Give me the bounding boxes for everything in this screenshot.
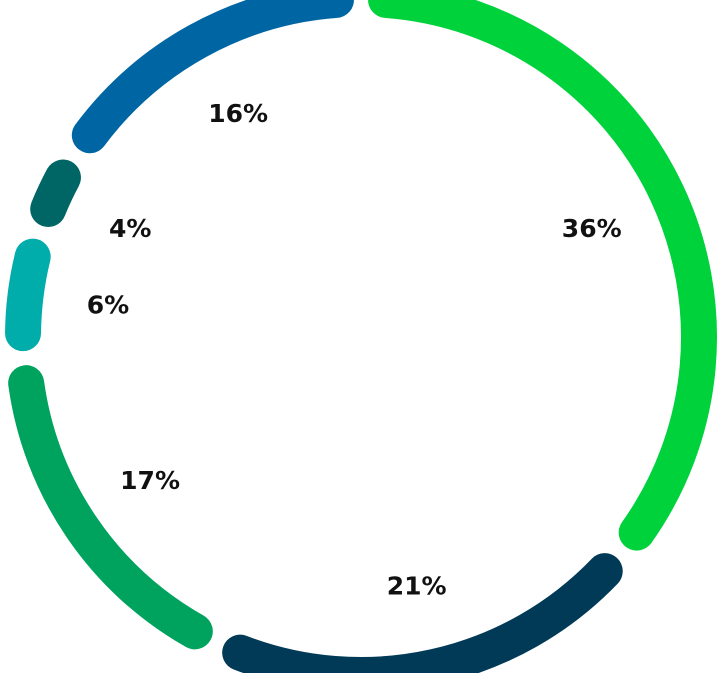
data-label-21-percent: 21% [387, 571, 447, 600]
chart-data-labels: 36% 21% 17% 6% 4% 16% [87, 99, 622, 600]
slice-36-percent [368, 0, 717, 551]
data-label-36-percent: 36% [562, 214, 622, 243]
data-label-16-percent: 16% [208, 99, 268, 128]
slice-17-percent [8, 365, 213, 650]
data-label-17-percent: 17% [120, 466, 180, 495]
chart-slices [5, 0, 717, 673]
slice-21-percent [222, 553, 623, 673]
slice-4-percent [30, 159, 81, 228]
data-label-6-percent: 6% [87, 291, 129, 320]
slice-16-percent [71, 0, 354, 154]
data-label-4-percent: 4% [109, 214, 151, 243]
slice-6-percent [5, 238, 51, 352]
